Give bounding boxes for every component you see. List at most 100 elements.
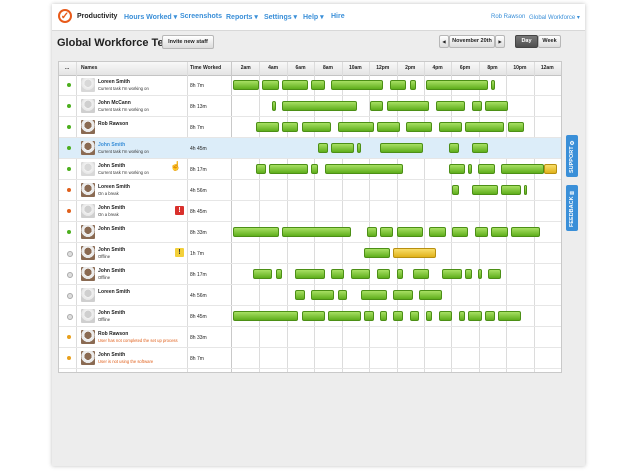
activity-bar[interactable]	[389, 80, 407, 90]
staff-name[interactable]: John Smith	[98, 310, 126, 316]
activity-bar[interactable]	[350, 269, 371, 279]
staff-row[interactable]: John Smith 8h 33m	[59, 222, 561, 243]
activity-bar[interactable]	[396, 227, 423, 237]
activity-bar[interactable]	[468, 164, 472, 174]
staff-row[interactable]: Rob Rawson User has not completed the set…	[59, 327, 561, 348]
activity-bar[interactable]	[301, 122, 332, 132]
staff-row[interactable]: John Smith Current task I'm working on 4h …	[59, 138, 561, 159]
activity-bar[interactable]	[471, 143, 489, 153]
activity-bar[interactable]	[465, 269, 472, 279]
activity-bar[interactable]	[452, 227, 469, 237]
staff-name[interactable]: John Smith	[98, 268, 126, 274]
activity-bar[interactable]	[510, 227, 541, 237]
staff-row[interactable]: John Smith Offline 8h 45m	[59, 306, 561, 327]
activity-bar[interactable]	[255, 122, 279, 132]
nav-hire[interactable]: Hire	[331, 13, 345, 20]
support-tab[interactable]: SUPPORT ⚙	[566, 135, 578, 177]
feedback-tab[interactable]: FEEDBACK ✉	[566, 185, 578, 231]
activity-bar[interactable]	[458, 311, 466, 321]
activity-bar[interactable]	[409, 311, 420, 321]
activity-bar[interactable]	[429, 227, 446, 237]
staff-row[interactable]: John McCann Current task I'm working on 8h…	[59, 96, 561, 117]
staff-row[interactable]: Loreen Smith On a break 4h 56m	[59, 180, 561, 201]
activity-bar[interactable]	[311, 80, 325, 90]
view-week-button[interactable]: Week	[538, 35, 561, 48]
activity-bar[interactable]	[324, 164, 404, 174]
activity-bar[interactable]	[439, 311, 453, 321]
activity-bar[interactable]	[331, 143, 354, 153]
staff-row[interactable]: John Smith Current task I'm working on 8h …	[59, 159, 561, 180]
activity-bar[interactable]	[412, 269, 430, 279]
activity-bar[interactable]	[337, 290, 348, 300]
activity-bar[interactable]	[406, 122, 433, 132]
activity-bar[interactable]	[327, 311, 361, 321]
nav-reports[interactable]: Reports ▾	[226, 14, 258, 21]
activity-bar[interactable]	[295, 290, 305, 300]
activity-bar[interactable]	[393, 311, 404, 321]
next-date-button[interactable]: ▶	[495, 35, 505, 48]
activity-bar[interactable]	[363, 248, 390, 258]
activity-bar[interactable]	[370, 101, 384, 111]
activity-bar[interactable]	[380, 227, 394, 237]
activity-bar[interactable]	[488, 269, 502, 279]
activity-bar[interactable]	[318, 143, 328, 153]
staff-name[interactable]: Rob Rawson	[98, 331, 129, 337]
staff-name[interactable]: John Smith	[98, 205, 126, 211]
activity-bar[interactable]	[439, 122, 462, 132]
activity-bar[interactable]	[497, 311, 521, 321]
staff-row[interactable]: John Smith Offline! 1h 7m	[59, 243, 561, 264]
checkmark-logo-icon[interactable]: ✓	[58, 9, 72, 23]
nav-screenshots[interactable]: Screenshots	[180, 13, 223, 20]
staff-name[interactable]: Loreen Smith	[98, 79, 130, 85]
staff-name[interactable]: Rob Rawson	[98, 121, 129, 127]
staff-name[interactable]: Loreen Smith	[98, 184, 130, 190]
activity-bar[interactable]	[435, 101, 466, 111]
staff-name[interactable]: Loreen Smith	[98, 289, 130, 295]
names-header[interactable]: Names	[81, 65, 98, 71]
activity-bar[interactable]	[448, 143, 459, 153]
activity-bar[interactable]	[255, 164, 266, 174]
activity-bar[interactable]	[311, 164, 318, 174]
activity-bar[interactable]	[393, 290, 413, 300]
nav-productivity[interactable]: Productivity	[77, 13, 118, 20]
activity-bar[interactable]	[478, 269, 482, 279]
activity-bar[interactable]	[268, 164, 309, 174]
activity-bar[interactable]	[484, 101, 508, 111]
activity-bar[interactable]	[465, 122, 505, 132]
activity-bar[interactable]	[452, 185, 459, 195]
activity-bar[interactable]	[543, 164, 557, 174]
activity-bar[interactable]	[448, 164, 466, 174]
activity-bar[interactable]	[331, 269, 345, 279]
alert-icon[interactable]: !	[175, 248, 184, 257]
activity-bar[interactable]	[233, 311, 299, 321]
activity-bar[interactable]	[484, 311, 495, 321]
activity-bar[interactable]	[376, 122, 400, 132]
view-day-button[interactable]: Day	[515, 35, 538, 48]
staff-name[interactable]: John Smith	[98, 163, 126, 169]
activity-bar[interactable]	[425, 311, 433, 321]
date-picker[interactable]: November 20th	[449, 35, 495, 48]
staff-name[interactable]: John McCann	[98, 100, 131, 106]
activity-bar[interactable]	[419, 290, 443, 300]
activity-bar[interactable]	[425, 80, 489, 90]
nav-hours-worked[interactable]: Hours Worked ▾	[124, 14, 178, 21]
activity-bar[interactable]	[491, 80, 495, 90]
staff-row[interactable]: John Smith User is not using the software…	[59, 348, 561, 369]
activity-bar[interactable]	[501, 164, 544, 174]
staff-row[interactable]: Rob Rawson 8h 7m	[59, 117, 561, 138]
activity-bar[interactable]	[301, 311, 325, 321]
activity-bar[interactable]	[468, 311, 482, 321]
activity-bar[interactable]	[376, 269, 390, 279]
activity-bar[interactable]	[491, 227, 508, 237]
time-worked-header[interactable]: Time Worked	[190, 65, 222, 71]
alert-icon[interactable]: !	[175, 206, 184, 215]
activity-bar[interactable]	[295, 269, 325, 279]
activity-bar[interactable]	[331, 80, 384, 90]
staff-row[interactable]: John Smith Offline 8h 17m	[59, 264, 561, 285]
activity-bar[interactable]	[252, 269, 273, 279]
activity-bar[interactable]	[409, 80, 417, 90]
workspace-menu[interactable]: Global Workforce ▾	[529, 15, 580, 21]
staff-row[interactable]: Loreen Smith Current task I'm working on 8…	[59, 75, 561, 96]
activity-bar[interactable]	[262, 80, 279, 90]
activity-bar[interactable]	[272, 101, 276, 111]
